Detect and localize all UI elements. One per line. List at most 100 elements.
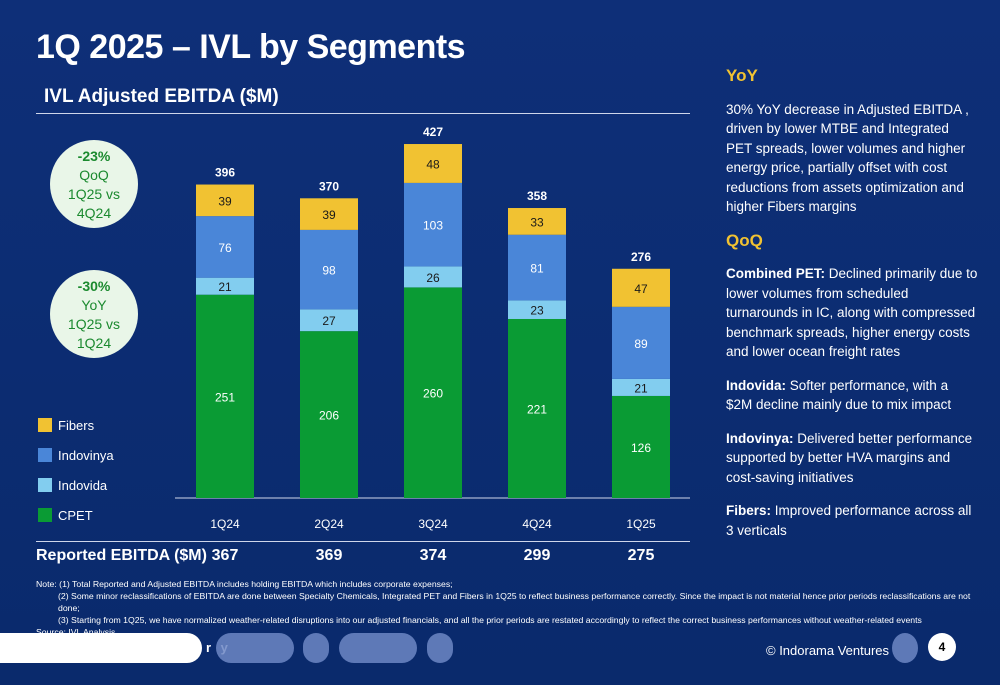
data-label: 48 [426,157,440,171]
reported-divider [36,541,690,542]
bar-segment-fibers [196,184,254,217]
footer-nav-dot[interactable] [303,633,329,663]
source-line: Source: IVL Analysis [36,627,116,637]
bar-segment-indovinya [300,229,358,310]
data-label: 26 [426,271,440,285]
bar-segment-indovinya [508,234,566,301]
x-tick-label: 3Q24 [418,517,448,531]
yoy-text: 30% YoY decrease in Adjusted EBITDA , dr… [726,101,969,215]
x-tick-label: 4Q24 [522,517,552,531]
note-line: (3) Starting from 1Q25, we have normaliz… [58,615,922,625]
bar-segment-indovida [508,300,566,319]
legend-item-fibers: Fibers [38,410,114,440]
total-label: 358 [527,189,547,203]
bar-segment-fibers [300,198,358,230]
x-tick-label: 2Q24 [314,517,344,531]
page-title: 1Q 2025 – IVL by Segments [36,28,466,66]
qoq-item-indovinya: Indovinya: Delivered better performance … [726,429,978,488]
x-tick-label: 1Q24 [210,517,240,531]
reported-value: 367 [211,547,239,564]
item-text: Delivered better performance supported b… [726,430,973,485]
qoq-item-fibers: Fibers: Improved performance across all … [726,501,978,540]
qoq-item-combined-pet: Combined PET: Declined primarily due to … [726,264,978,362]
bar-segment-indovida [612,378,670,396]
reported-value: 369 [315,547,343,564]
data-label: 81 [530,262,544,276]
item-bold: Combined PET: [726,266,826,281]
data-label: 221 [527,402,547,416]
total-label: 427 [423,125,443,139]
legend-item-indovida: Indovida [38,470,114,500]
footer-nav-dot[interactable] [892,633,918,663]
item-text: Softer performance, with a $2M decline m… [726,377,952,413]
footer-nav-pill[interactable] [216,633,294,663]
bar-segment-cpet [300,331,358,498]
qoq-line1: QoQ [79,167,109,183]
data-label: 260 [423,387,443,401]
legend-label: Fibers [58,417,95,433]
legend-swatch [38,448,52,462]
yoy-heading: YoY [726,66,758,85]
item-bold: Indovida: [726,377,786,393]
bar-segment-cpet [196,294,254,498]
legend-swatch [38,508,52,522]
bar-segment-indovinya [404,182,462,267]
reported-value: 374 [419,547,447,564]
data-label: 89 [634,337,648,351]
footer-nav-dot[interactable] [427,633,453,663]
commentary-panel: YoY 30% YoY decrease in Adjusted EBITDA … [726,66,978,540]
legend-swatch [38,478,52,492]
legend-label: Indovida [58,477,108,493]
data-label: 76 [218,241,232,255]
bar-segment-cpet [508,318,566,498]
legend-label: Indovinya [58,447,114,463]
page-number: 4 [928,633,956,661]
yoy-line1: YoY [81,297,107,313]
bar-segment-indovinya [612,306,670,379]
stacked-bar-chart: 251 21 76 39 396 1Q24 206 27 98 39 370 2Q24 260 26 103… [175,125,690,531]
reported-label: Reported EBITDA ($M) [36,547,207,564]
footer-tab[interactable] [0,633,202,663]
bar-segment-cpet [404,287,462,498]
reported-value: 299 [523,547,551,564]
footnotes: Note: (1) Total Reported and Adjusted EB… [36,578,986,638]
data-label: 39 [322,208,336,222]
bar-segment-fibers [612,268,670,307]
total-label: 370 [319,179,339,193]
qoq-bubble: -23% QoQ 1Q25 vs 4Q24 [50,140,138,228]
bar-segment-fibers [404,144,462,183]
data-label: 206 [319,409,339,423]
divider [36,113,690,114]
item-bold: Indovinya: [726,430,794,446]
qoq-line3: 4Q24 [76,205,112,221]
chart-legend: Fibers Indovinya Indovida CPET [38,410,114,530]
legend-label: CPET [58,507,93,523]
yoy-pct: -30% [77,278,111,294]
bar-segment-fibers [508,208,566,235]
data-label: 21 [218,280,232,294]
x-tick-label: 1Q25 [626,517,656,531]
data-label: 33 [530,215,544,229]
data-label: 39 [218,194,232,208]
legend-item-cpet: CPET [38,500,114,530]
total-label: 396 [215,166,235,180]
data-label: 103 [423,219,443,233]
data-label: 27 [322,314,336,328]
data-label: 251 [215,390,235,404]
note-line: Note: (1) Total Reported and Adjusted EB… [36,579,453,589]
qoq-item-indovida: Indovida: Softer performance, with a $2M… [726,376,978,415]
bar-segment-indovinya [196,216,254,278]
data-label: 126 [631,441,651,455]
chart-subtitle: IVL Adjusted EBITDA ($M) [44,86,279,107]
total-label: 276 [631,250,651,264]
footer-nav-pill[interactable] [339,633,417,663]
qoq-pct: -23% [77,148,111,164]
legend-swatch [38,418,52,432]
data-label: 21 [634,381,648,395]
reported-value: 275 [627,547,655,564]
yoy-bubble: -30% YoY 1Q25 vs 1Q24 [50,270,138,358]
yoy-line3: 1Q24 [76,335,112,351]
bar-segment-indovida [300,309,358,332]
data-label: 98 [322,264,336,278]
